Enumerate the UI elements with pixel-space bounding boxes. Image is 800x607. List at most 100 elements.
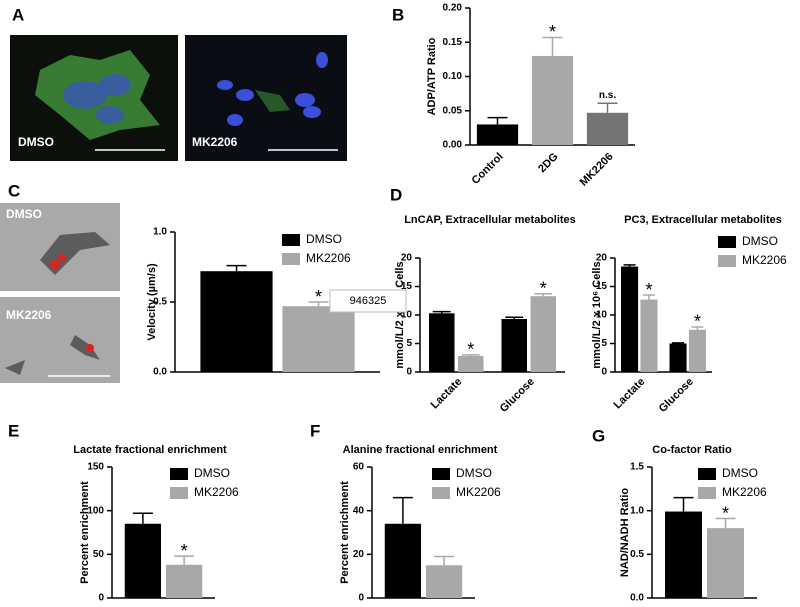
bar <box>476 124 519 145</box>
bar <box>669 343 687 372</box>
bar <box>640 299 658 372</box>
error-bar <box>432 310 451 314</box>
significance-label: * <box>181 541 188 561</box>
y-tick-label: 0 <box>98 593 104 604</box>
bar <box>665 511 702 598</box>
bar <box>384 523 422 598</box>
legend-label: MK2206 <box>722 485 767 499</box>
significance-label: * <box>722 503 729 523</box>
bar <box>688 329 706 372</box>
legend-label: MK2206 <box>456 485 501 499</box>
error-bar <box>534 293 553 297</box>
y-tick-label: 1.5 <box>630 462 644 473</box>
overlay-box <box>329 289 407 313</box>
significance-label: * <box>315 287 322 307</box>
error-bar <box>623 264 636 267</box>
legend-swatch <box>718 255 736 267</box>
legend-swatch <box>698 468 716 480</box>
significance-label: * <box>645 280 652 300</box>
error-bar <box>308 301 329 307</box>
bar <box>200 271 273 372</box>
cell-image-mk2206 <box>0 297 120 383</box>
y-tick-label: 1.0 <box>153 227 167 238</box>
error-bar <box>487 116 508 125</box>
bar <box>282 306 355 372</box>
y-axis-label: ADP/ATP Ratio <box>426 37 438 115</box>
y-tick-label: 1.0 <box>630 505 644 516</box>
y-axis-label: mmol/L/2 x 10⁶ Cells <box>394 261 406 368</box>
legend-label: DMSO <box>722 466 758 480</box>
error-bar <box>672 342 685 344</box>
legend-label: DMSO <box>456 466 492 480</box>
panel-letter: B <box>392 5 404 24</box>
y-tick-label: 0.15 <box>443 37 463 48</box>
y-tick-label: 0 <box>406 367 412 378</box>
legend-label: DMSO <box>306 232 342 246</box>
chart-title: Co-factor Ratio <box>652 444 732 456</box>
x-tick-label: Glucose <box>657 376 696 415</box>
error-bar <box>642 294 655 300</box>
y-tick-label: 5 <box>406 338 412 349</box>
micrograph-mk2206 <box>185 35 347 161</box>
y-tick-label: 0.0 <box>153 367 167 378</box>
image-label: MK2206 <box>192 135 238 149</box>
y-tick-label: 150 <box>87 462 104 473</box>
error-bar <box>542 36 563 56</box>
y-tick-label: 50 <box>93 549 105 560</box>
y-tick-label: 0.5 <box>630 549 644 560</box>
significance-label: * <box>694 312 701 332</box>
panel-letter: A <box>12 5 24 24</box>
x-tick-label: Lactate <box>612 376 648 412</box>
y-tick-label: 0.00 <box>443 140 463 151</box>
error-bar <box>461 354 480 357</box>
significance-label: * <box>467 340 474 360</box>
bar <box>428 313 455 372</box>
error-bar <box>691 326 704 330</box>
legend-label: MK2206 <box>194 485 239 499</box>
y-tick-label: 15 <box>401 281 413 292</box>
bar <box>621 266 639 372</box>
y-tick-label: 0.05 <box>443 105 463 116</box>
bar <box>531 55 574 146</box>
error-bar <box>392 496 413 524</box>
x-tick-label: 2DG <box>536 151 560 175</box>
y-axis-label: NAD/NADH Ratio <box>619 488 631 578</box>
y-tick-label: 60 <box>353 462 365 473</box>
chart-title: PC3, Extracellular metabolites <box>624 214 782 226</box>
error-bar <box>505 316 524 319</box>
x-tick-label: Control <box>470 151 506 187</box>
image-label: MK2206 <box>6 308 52 322</box>
y-tick-label: 20 <box>353 549 365 560</box>
bar <box>165 564 203 598</box>
panel-letter: G <box>592 426 605 445</box>
legend-swatch <box>170 468 188 480</box>
legend-label: DMSO <box>194 466 230 480</box>
bar <box>425 565 463 598</box>
image-label: DMSO <box>18 135 54 149</box>
error-bar <box>226 264 247 272</box>
bar <box>530 296 557 372</box>
legend-label: MK2206 <box>742 253 787 267</box>
x-tick-label: Glucose <box>498 376 537 415</box>
chart-title: Alanine fractional enrichment <box>343 444 498 456</box>
legend-swatch <box>282 234 300 246</box>
y-tick-label: 40 <box>353 505 365 516</box>
y-tick-label: 20 <box>401 253 413 264</box>
error-bar <box>132 512 153 524</box>
cell-image-dmso <box>0 203 120 291</box>
error-bar <box>434 555 455 566</box>
chart-title: LnCAP, Extracellular metabolites <box>404 214 576 226</box>
y-tick-label: 10 <box>596 310 608 321</box>
bar <box>501 318 528 372</box>
panel-letter: E <box>8 421 19 440</box>
y-tick-label: 5 <box>601 338 607 349</box>
bar <box>124 523 162 598</box>
image-label: DMSO <box>6 207 42 221</box>
y-tick-label: 20 <box>596 253 608 264</box>
y-tick-label: 0.20 <box>443 3 463 14</box>
x-tick-label: MK2206 <box>578 151 616 189</box>
error-bar <box>597 102 618 113</box>
bar <box>586 112 629 145</box>
y-tick-label: 0.10 <box>443 71 463 82</box>
